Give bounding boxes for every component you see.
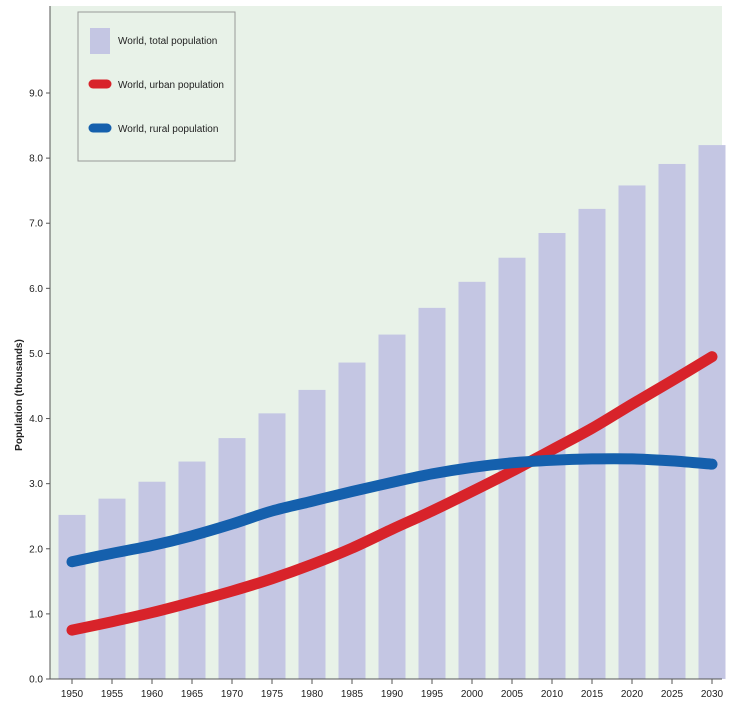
bar-total-population	[338, 362, 366, 679]
x-tick-label: 2015	[581, 689, 604, 700]
x-tick-label: 1990	[381, 689, 404, 700]
x-tick-label: 2025	[661, 689, 684, 700]
y-tick-label: 3.0	[29, 479, 43, 490]
legend-label: World, total population	[118, 36, 217, 47]
bar-total-population	[178, 461, 206, 679]
bar-total-population	[58, 514, 86, 679]
legend-swatch-total	[90, 28, 110, 54]
bars-layer	[58, 145, 726, 680]
x-tick-label: 1980	[301, 689, 324, 700]
y-axis-title: Population (thousands)	[14, 339, 25, 451]
x-tick-label: 1970	[221, 689, 244, 700]
bar-total-population	[298, 389, 326, 679]
bar-total-population	[698, 145, 726, 680]
line-rural-population	[66, 453, 718, 568]
lines-layer	[66, 351, 718, 636]
y-tick-label: 5.0	[29, 349, 43, 360]
x-tick-label: 1950	[61, 689, 84, 700]
bar-total-population	[458, 281, 486, 679]
x-tick-label: 1960	[141, 689, 164, 700]
x-tick-label: 2010	[541, 689, 564, 700]
y-tick-label: 0.0	[29, 675, 43, 686]
legend-label: World, urban population	[118, 80, 224, 91]
x-tick-label: 2030	[701, 689, 724, 700]
y-tick-label: 4.0	[29, 414, 43, 425]
bar-total-population	[418, 307, 446, 679]
legend: World, total population World, urban popu…	[77, 11, 236, 162]
y-tick-label: 2.0	[29, 544, 43, 555]
x-tick-label: 1975	[261, 689, 284, 700]
x-axis: 1950 1955 1960 1965 1970 1975 1980 1985 1990 1995…	[50, 678, 724, 700]
x-tick-label: 1995	[421, 689, 444, 700]
bar-total-population	[258, 413, 286, 679]
x-tick-label: 2020	[621, 689, 644, 700]
x-tick-label: 1955	[101, 689, 124, 700]
bar-total-population	[138, 481, 166, 679]
y-axis: 0.0 1.0 2.0 3.0 4.0 5.0 6.0 7.0 8.0 9.0	[29, 6, 51, 686]
legend-label: World, rural population	[118, 124, 218, 135]
x-tick-label: 1985	[341, 689, 364, 700]
line-urban-population	[66, 351, 718, 636]
bar-total-population	[578, 208, 606, 680]
bar-total-population	[618, 185, 646, 680]
x-tick-label: 2005	[501, 689, 524, 700]
bar-total-population	[98, 498, 126, 679]
y-tick-label: 8.0	[29, 154, 43, 165]
bar-total-population	[378, 334, 406, 679]
bar-total-population	[218, 438, 246, 679]
y-tick-label: 6.0	[29, 284, 43, 295]
x-tick-label: 1965	[181, 689, 204, 700]
bar-total-population	[658, 163, 686, 679]
y-tick-label: 7.0	[29, 219, 43, 230]
x-tick-label: 2000	[461, 689, 484, 700]
y-tick-label: 9.0	[29, 89, 43, 100]
y-tick-label: 1.0	[29, 609, 43, 620]
